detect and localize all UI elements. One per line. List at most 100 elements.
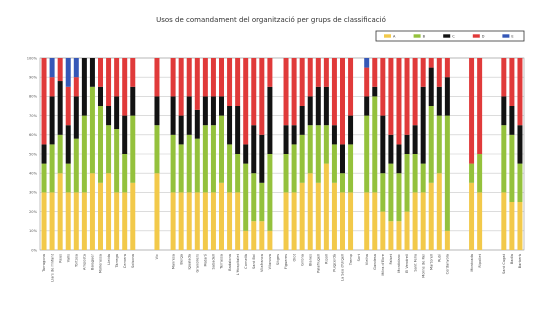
bar-segment-b [364,115,370,193]
x-tick-label: Cornellà [244,254,248,269]
bar-segment-a [219,182,224,250]
bar-segment-c [291,125,297,145]
bar-segment-e [65,58,71,87]
bar-segment-a [57,173,63,250]
bar-segment-c [202,96,208,126]
x-tick-label: Figueres [284,254,288,269]
y-tick-label: 70% [29,114,38,118]
bar-segment-c [412,125,418,154]
bar-segment-d [388,58,394,135]
bar-segment-a [299,182,305,250]
bar-segment-c [436,86,442,116]
bar-segment-b [267,154,273,231]
x-tick-label: Sant Feliu [413,254,417,272]
bar-segment-a [170,192,176,250]
bar-segment-a [114,192,120,250]
bar-segment-a [348,192,354,250]
bar-segment-c [283,125,289,154]
y-tick-label: 20% [29,210,38,214]
x-tick-label: Molins de Rei [421,254,425,278]
bar-segment-b [404,154,410,212]
bar-segment-b [380,173,386,212]
bar-segment-c [364,96,370,116]
x-tick-label: Vilafranca [260,254,264,272]
x-tick-label: Llars de l'Infant [50,253,54,281]
bar-segment-b [323,125,329,164]
bar-segment-b [283,154,289,193]
bar-segment-d [243,58,249,145]
y-tick-label: 40% [29,172,38,176]
bar-segment-d [41,58,47,145]
x-tick-label: Granollers [196,254,200,273]
bar-segment-c [331,125,337,145]
legend-label: C [452,35,455,39]
bar-segment-b [331,144,337,183]
legend-label: D [482,35,485,39]
x-tick-label: La Seu d'Urgell [341,254,345,281]
bar-segment-a [106,173,112,250]
bar-segment-a [428,182,434,250]
bar-segment-c [388,134,394,164]
y-tick-label: 30% [29,191,38,195]
bar-segment-b [477,154,483,193]
bar-segment-b [154,125,160,174]
x-tick-label: Cervera [123,254,127,268]
bar-segment-c [299,106,305,135]
bar-segment-a [267,230,273,250]
bar-segment-a [509,202,515,250]
bar-segment-b [98,106,103,183]
bar-segment-a [501,192,507,250]
bar-segment-b [340,173,345,193]
legend: A B C D E [375,30,525,42]
bar-segment-a [404,211,410,250]
bar-segment-b [517,163,523,202]
bar-segment-b [114,129,120,193]
bar-segment-b [299,134,305,183]
bar-segment-d [283,58,289,126]
bar-segment-d [57,58,63,82]
bar-segment-c [114,96,120,130]
bar-segment-a [331,182,337,250]
bar-segment-c [517,125,523,164]
y-tick-label: 90% [29,76,38,80]
legend-label: B [423,35,426,39]
x-tick-label: Sabadell [212,254,216,269]
x-tick-label: Cerdanyola [446,254,450,274]
bar-segment-a [340,192,345,250]
bar-segment-d [380,58,386,116]
bar-segment-b [41,163,47,193]
bar-segment-c [444,77,450,116]
bar-segment-c [259,134,265,183]
x-tick-label: L'Hospitalet [236,253,240,275]
bar-segment-b [251,173,257,222]
bar-segment-c [49,96,55,145]
bar-segment-c [65,125,71,164]
bar-segment-a [291,192,297,250]
legend-label: E [511,35,513,39]
bar-segment-b [307,125,313,174]
x-tick-label: Sitges [276,254,280,265]
x-tick-label: Martorell [429,254,433,270]
bar-segment-d [170,58,176,97]
bar-segment-a [178,192,184,250]
bar-segment-c [41,144,47,164]
bar-segment-a [444,230,450,250]
bar-segment-d [436,58,442,87]
bar-segment-b [501,125,507,193]
x-tick-label: Ripoll [325,254,329,264]
bar-segment-d [114,58,120,97]
bar-segment-b [227,144,233,193]
bar-segment-c [194,109,200,139]
bar-segment-d [227,58,233,106]
bar-segment-a [259,221,265,250]
bar-segment-c [73,96,79,139]
bar-segment-a [283,192,289,250]
bar-segment-d [469,58,475,164]
plot-frame [39,57,525,251]
bar-segment-a [396,221,402,250]
bar-segment-a [517,202,523,250]
bar-segment-b [57,134,63,174]
legend-swatch [502,34,510,38]
bar-segment-a [202,192,208,250]
x-tick-label: Vielha [365,254,369,265]
